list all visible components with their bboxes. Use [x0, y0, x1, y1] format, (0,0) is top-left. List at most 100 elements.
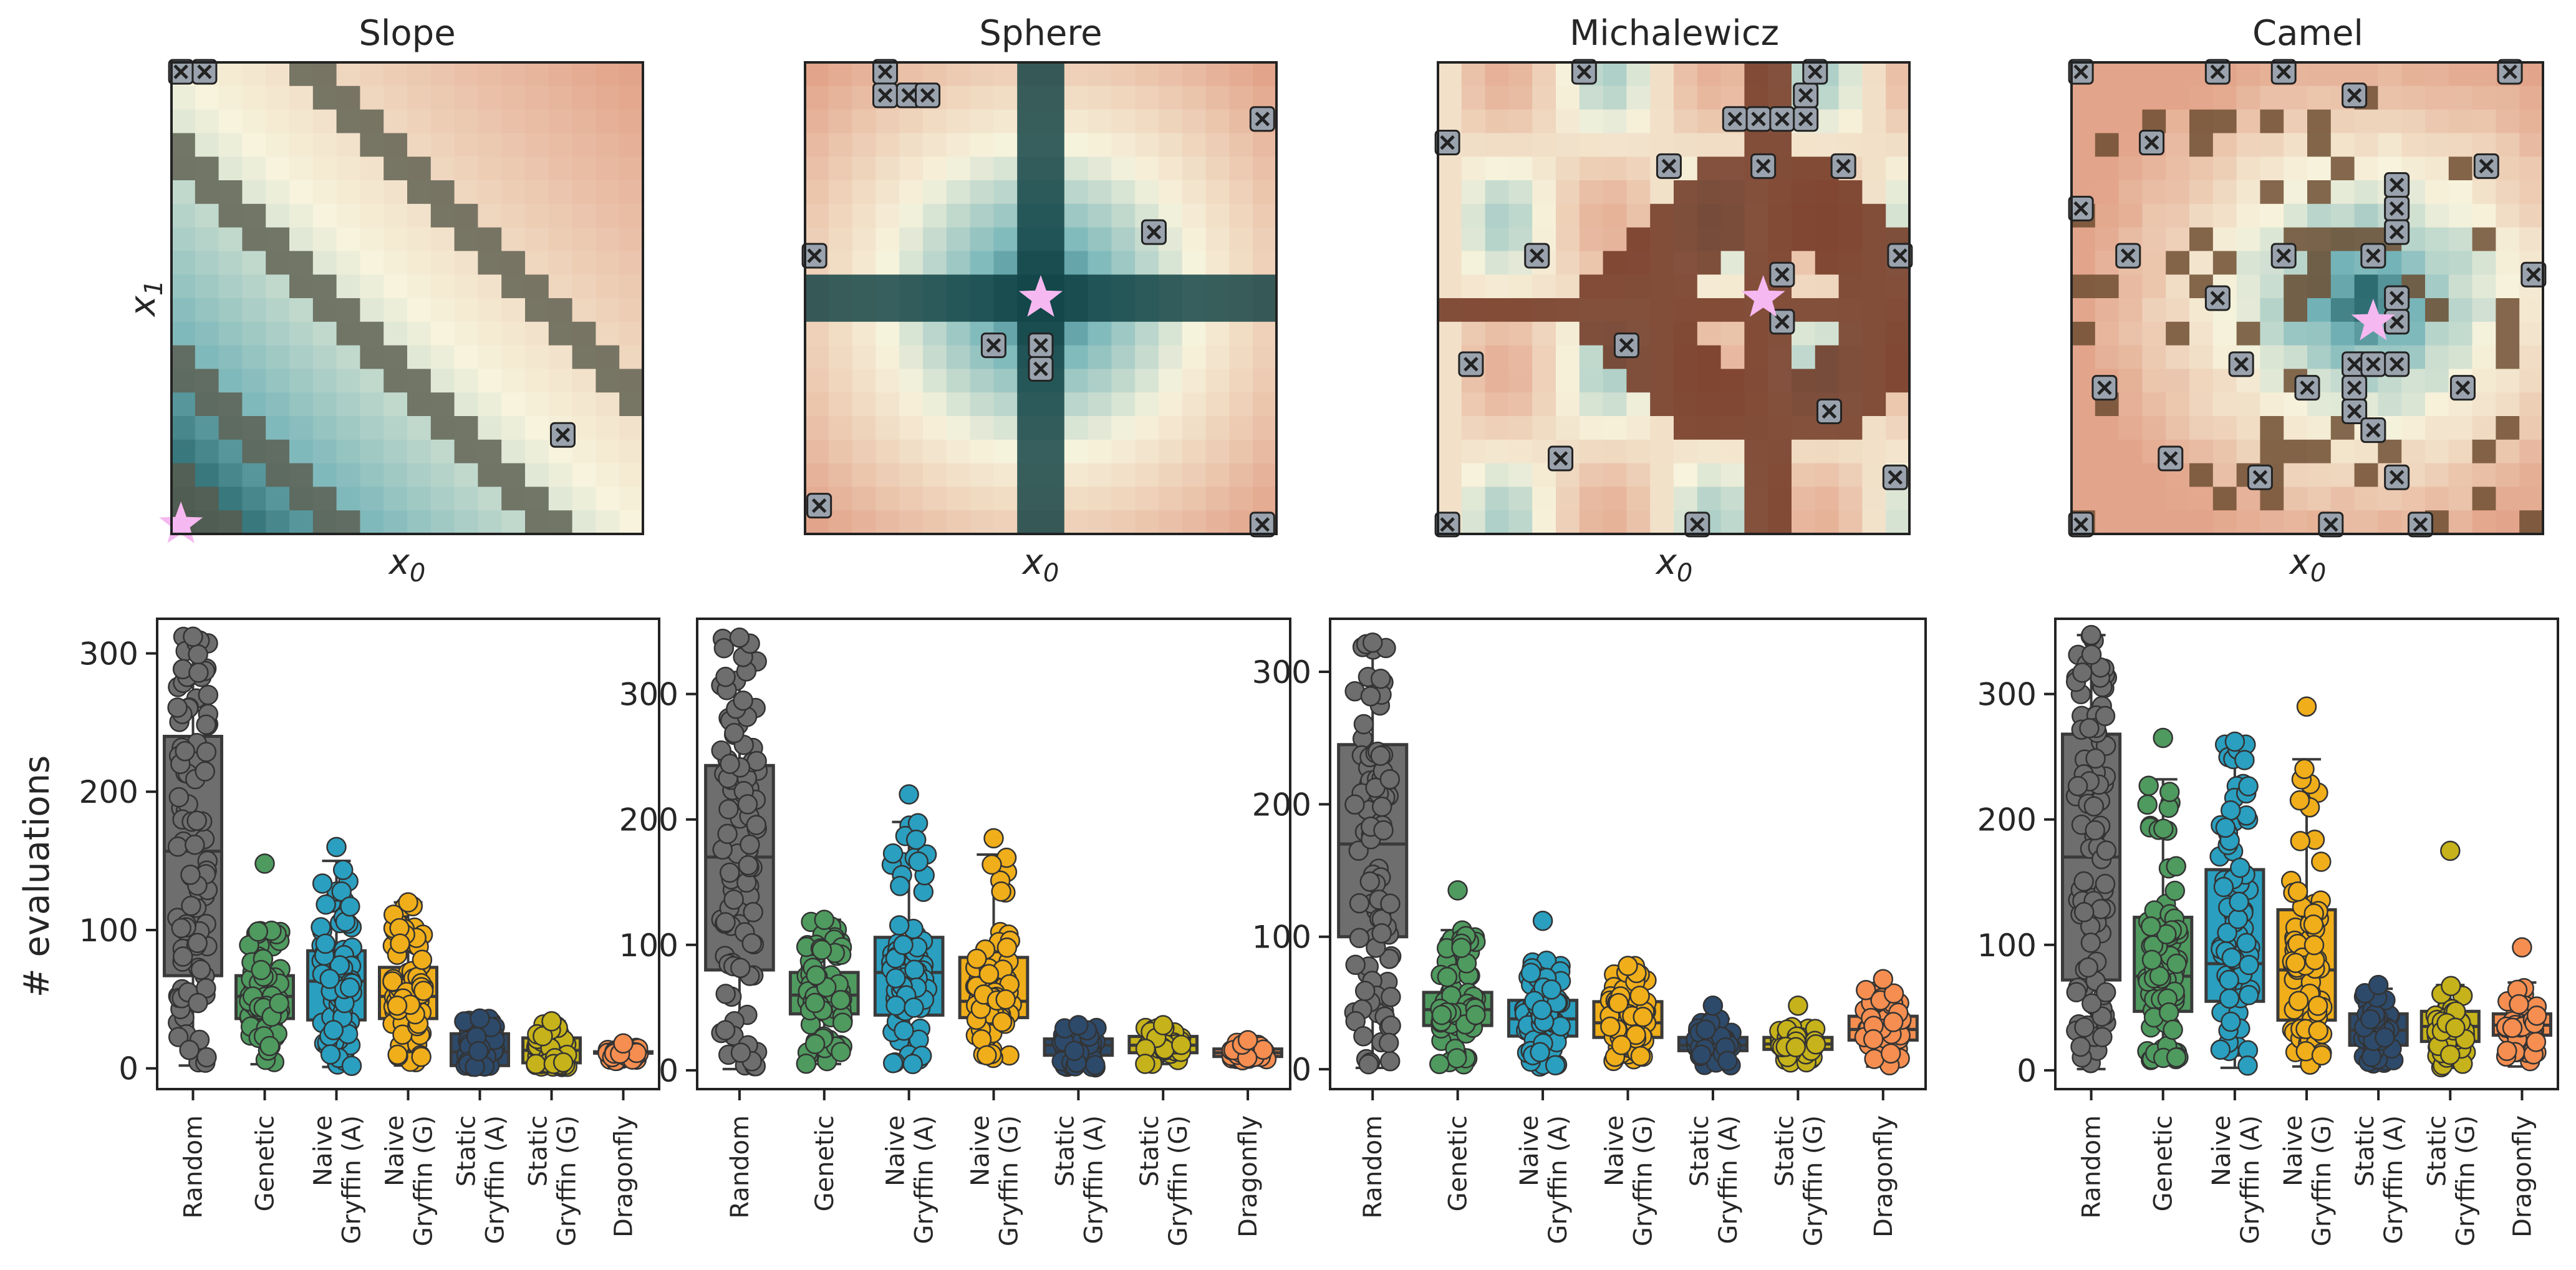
- heatmap-cell: [970, 109, 994, 133]
- sample-cross-marker-glyph: [2276, 248, 2291, 263]
- sample-cross-marker-glyph: [986, 337, 1001, 353]
- heatmap-cell: [195, 109, 219, 133]
- data-point: [1380, 893, 1401, 914]
- data-point: [2502, 1017, 2523, 1039]
- data-point: [893, 934, 914, 956]
- data-point: [1381, 986, 1401, 1007]
- y-tick-label: 0: [658, 1053, 678, 1089]
- heatmap-cell: [454, 369, 478, 393]
- heatmap-cell: [1603, 487, 1627, 511]
- heatmap-cell: [454, 510, 478, 535]
- heatmap-cell: [2166, 251, 2190, 275]
- heatmap-cell: [2284, 157, 2308, 181]
- data-point: [1379, 769, 1401, 790]
- heatmap-cell: [1838, 180, 1863, 205]
- heatmap-cell: [619, 321, 644, 346]
- heatmap-cell: [1159, 180, 1183, 205]
- heatmap-cell: [1461, 227, 1486, 251]
- heatmap-cell: [970, 227, 994, 251]
- heatmap-cell: [1135, 487, 1159, 511]
- heatmap-cell: [1862, 203, 1886, 228]
- heatmap-cell: [2519, 439, 2544, 464]
- heatmap-cell: [501, 321, 526, 346]
- heatmap-cell: [1229, 487, 1253, 511]
- data-point: [185, 835, 205, 855]
- x-tick-label-line: Genetic: [1444, 1115, 1473, 1211]
- heatmap-cell: [1017, 157, 1041, 181]
- heatmap-cell: [805, 203, 829, 228]
- heatmap-cell: [1205, 369, 1230, 393]
- heatmap-cell: [2425, 392, 2449, 417]
- heatmap-cell: [2142, 510, 2166, 535]
- heatmap-cell: [2284, 274, 2308, 299]
- heatmap-cell: [876, 510, 900, 535]
- heatmap-cell: [1111, 203, 1136, 228]
- heatmap-cell: [2095, 345, 2120, 369]
- heatmap-title-michalewicz: Michalewicz: [1570, 13, 1779, 54]
- heatmap-cell: [2401, 133, 2426, 157]
- heatmap-cell: [1253, 463, 1277, 487]
- data-point: [995, 989, 1016, 1010]
- heatmap-cell: [2472, 345, 2496, 369]
- heatmap-cell: [2330, 439, 2355, 464]
- heatmap-cell: [899, 251, 924, 275]
- data-point: [1451, 938, 1472, 958]
- data-point: [2311, 1045, 2332, 1066]
- heatmap-cell: [548, 109, 573, 133]
- heatmap-cell: [2260, 298, 2284, 322]
- heatmap-cell: [1862, 463, 1886, 487]
- data-point: [1371, 923, 1392, 944]
- heatmap-cell: [266, 439, 290, 464]
- heatmap-cell: [501, 62, 526, 87]
- data-point: [2095, 982, 2116, 1003]
- data-point: [908, 851, 929, 872]
- sample-cross-marker-glyph: [1808, 64, 1823, 79]
- heatmap-cell: [1461, 439, 1486, 464]
- x-tick-label-line: Static: [2351, 1115, 2380, 1186]
- heatmap-cell: [1579, 251, 1604, 275]
- data-point: [713, 637, 735, 659]
- heatmap-cell: [2072, 157, 2096, 181]
- heatmap-cell: [289, 227, 314, 251]
- heatmap-cell: [1041, 133, 1065, 157]
- boxplot-frame: [1329, 618, 1927, 1090]
- heatmap-cell: [828, 85, 853, 110]
- heatmap-cell: [478, 392, 502, 417]
- y-tick-label: 200: [79, 774, 138, 810]
- heatmap-cell: [1650, 274, 1674, 299]
- heatmap-cell: [1159, 157, 1183, 181]
- heatmap-cell: [1182, 109, 1207, 133]
- heatmap-cell: [218, 416, 243, 440]
- heatmap-cell: [1838, 227, 1863, 251]
- heatmap-cell: [2236, 487, 2260, 511]
- heatmap-cell: [266, 227, 290, 251]
- heatmap-cell: [1229, 416, 1253, 440]
- data-point: [188, 662, 209, 683]
- x-tick-label: NaiveGryffin (G): [967, 1115, 1024, 1246]
- heatmap-cell: [1720, 392, 1745, 417]
- heatmap-cell: [923, 274, 947, 299]
- data-point: [1379, 948, 1400, 969]
- heatmap-cell: [2118, 203, 2143, 228]
- heatmap-cell: [1253, 487, 1277, 511]
- heatmap-cell: [1064, 62, 1089, 87]
- data-point: [248, 921, 269, 942]
- heatmap-cell: [501, 227, 526, 251]
- heatmap-cell: [1556, 369, 1580, 393]
- x-tick-label-line: Naive: [309, 1115, 338, 1186]
- heatmap-cell: [312, 345, 337, 369]
- heatmap-cell: [242, 510, 266, 535]
- heatmap-cell: [1744, 439, 1768, 464]
- heatmap-cell: [2189, 392, 2214, 417]
- heatmap-cell: [360, 251, 384, 275]
- heatmap-cell: [1815, 85, 1840, 110]
- heatmap-cell: [876, 157, 900, 181]
- heatmap-cell: [2307, 109, 2332, 133]
- heatmap-cell: [289, 416, 314, 440]
- heatmap-cell: [195, 251, 219, 275]
- data-point: [1788, 995, 1808, 1016]
- heatmap-cell: [525, 274, 549, 299]
- heatmap-cell: [876, 133, 900, 157]
- data-point: [183, 626, 203, 647]
